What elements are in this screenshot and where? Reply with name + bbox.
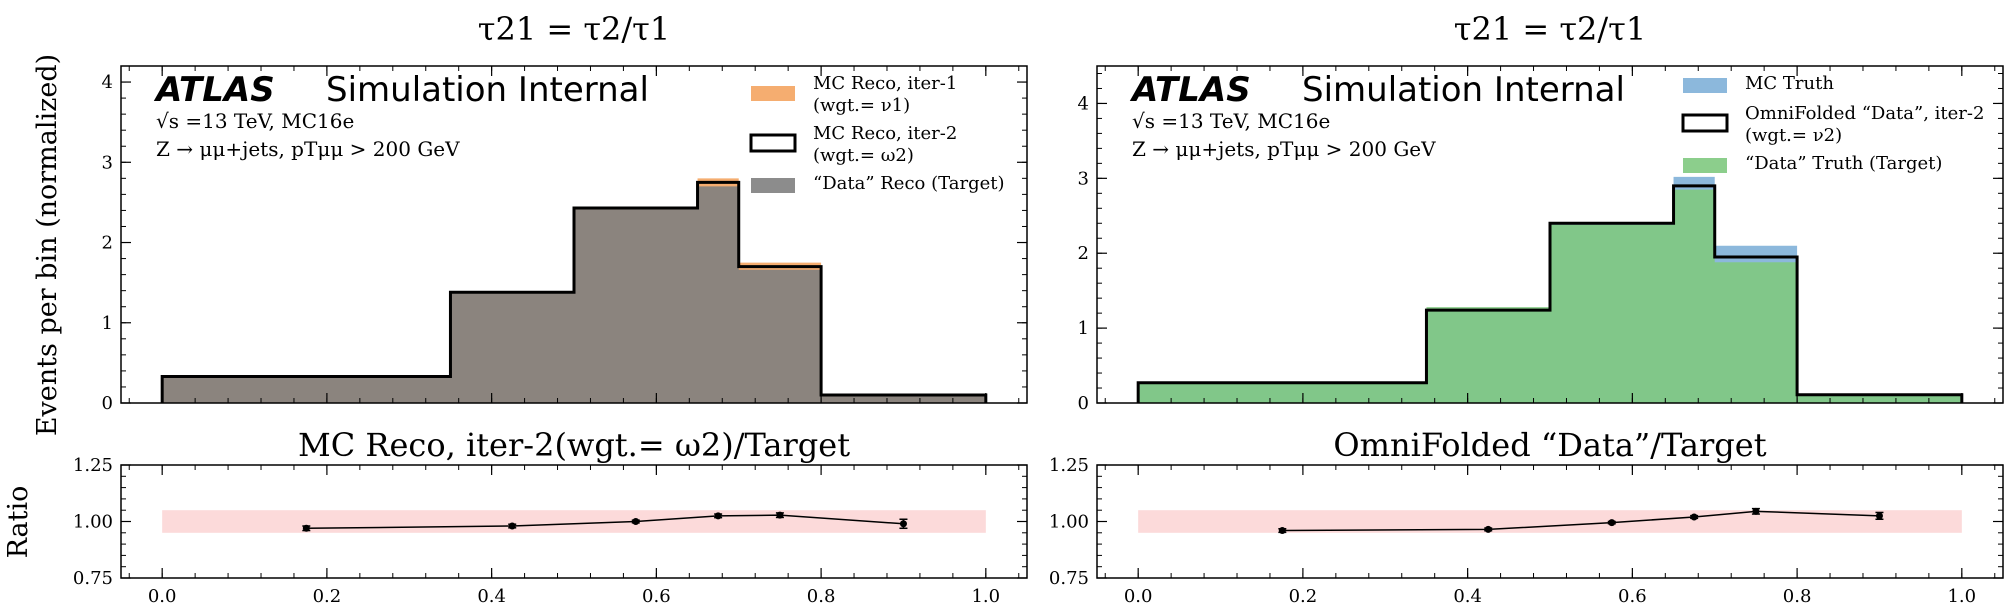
legend-label: MC Reco, iter-2 — [813, 123, 957, 144]
x-tick-label: 1.0 — [1947, 586, 1976, 607]
y-tick-label: 1 — [102, 313, 113, 334]
ratio-point — [776, 511, 784, 519]
legend-swatch — [751, 86, 795, 101]
ratio-point — [508, 522, 516, 530]
ratio-point — [632, 518, 640, 525]
ratio-ylabel: Ratio — [3, 486, 34, 559]
panel-title: OmniFolded “Data”/Target — [1333, 426, 1766, 464]
left-ratio-panel: 0.75 1.00 1.25 0.0 0.2 0.4 0.6 0.8 1.0 MC Reco, i… — [73, 426, 1028, 607]
energy-label: √s =13 TeV, MC16e — [1132, 109, 1330, 133]
y-tick-label: 0.75 — [73, 568, 113, 589]
legend-label: OmniFolded “Data”, iter-2 — [1745, 103, 1984, 124]
x-tick-label: 0.8 — [1783, 586, 1812, 607]
y-tick-label: 1.00 — [73, 512, 113, 533]
ratio-point — [1484, 525, 1492, 533]
x-tick-label: 0.0 — [148, 586, 177, 607]
ratio-line — [306, 514, 904, 530]
ratio-band — [1138, 510, 1962, 533]
panel-title: MC Reco, iter-2(wgt.= ω2)/Target — [298, 426, 850, 464]
legend-label: MC Truth — [1745, 73, 1834, 94]
right-ratio-panel: 0.75 1.00 1.25 0.0 0.2 0.4 0.6 0.8 1.0 OmniFolded… — [1049, 426, 2004, 607]
y-tick-label: 0 — [102, 393, 113, 414]
legend-label-weight: (wgt.= ν1) — [813, 95, 910, 116]
hist-step-1 — [1136, 184, 1964, 403]
ratio-point — [1608, 519, 1616, 527]
ratio-point — [1278, 527, 1286, 535]
x-tick-label: 0.8 — [807, 586, 836, 607]
y-tick-label: 1.25 — [1049, 455, 1089, 476]
x-tick-label: 0.6 — [642, 586, 671, 607]
ratio-line — [1282, 510, 1880, 532]
ratio-point — [1690, 513, 1698, 521]
x-tick-label: 1.0 — [971, 586, 1000, 607]
selection-label: Z → μμ+jets, pTμμ > 200 GeV — [1132, 137, 1436, 161]
axes-frame — [1096, 65, 2004, 404]
right-main-panel: 0 1 2 3 4 τ21 = τ2/τ1 ATLAS Simulation Internal… — [1078, 10, 2004, 414]
y-tick-label: 3 — [102, 152, 113, 173]
legend-label-weight: (wgt.= ω2) — [813, 145, 914, 166]
y-tick-label: 2 — [102, 233, 113, 254]
x-tick-label: 0.6 — [1618, 586, 1647, 607]
ratio-point — [714, 512, 722, 520]
y-tick-label: 4 — [1078, 93, 1089, 114]
main-ylabel: Events per bin (normalized) — [32, 54, 63, 436]
ratio-point — [1875, 512, 1883, 520]
hist-step-1 — [160, 180, 988, 403]
x-tick-label: 0.2 — [1289, 586, 1318, 607]
x-tick-label: 0.4 — [477, 586, 506, 607]
ratio-point — [1752, 507, 1760, 515]
legend-swatch — [751, 178, 795, 193]
legend-swatch — [1681, 113, 1729, 133]
y-tick-label: 2 — [1078, 243, 1089, 264]
atlas-sub-label: Simulation Internal — [326, 70, 649, 110]
y-tick-label: 1.25 — [73, 455, 113, 476]
atlas-label: ATLAS — [1129, 70, 1251, 110]
ratio-point — [899, 520, 907, 528]
legend-label: “Data” Reco (Target) — [813, 173, 1005, 194]
hist-fill-2 — [162, 186, 986, 403]
panel-title: τ21 = τ2/τ1 — [1454, 10, 1646, 48]
atlas-sub-label: Simulation Internal — [1302, 70, 1625, 110]
y-tick-label: 1 — [1078, 318, 1089, 339]
legend-swatch — [1683, 78, 1727, 93]
panel-title: τ21 = τ2/τ1 — [478, 10, 670, 48]
ratio-point — [302, 524, 310, 532]
y-tick-label: 3 — [1078, 168, 1089, 189]
y-tick-label: 1.00 — [1049, 512, 1089, 533]
legend-label-weight: (wgt.= ν2) — [1745, 125, 1842, 146]
atlas-label: ATLAS — [153, 70, 275, 110]
left-main-panel: 0 1 2 3 4 τ21 = τ2/τ1 ATLAS Simulation Internal… — [102, 10, 1028, 414]
y-tick-label: 0 — [1078, 393, 1089, 414]
y-tick-label: 4 — [102, 72, 113, 93]
y-tick-label: 0.75 — [1049, 568, 1089, 589]
selection-label: Z → μμ+jets, pTμμ > 200 GeV — [156, 137, 460, 161]
x-tick-label: 0.0 — [1124, 586, 1153, 607]
legend-swatch — [749, 133, 797, 153]
legend-label: MC Reco, iter-1 — [813, 73, 957, 94]
x-tick-label: 0.4 — [1453, 586, 1482, 607]
x-tick-label: 0.2 — [313, 586, 342, 607]
axes-frame — [120, 65, 1028, 404]
legend-label: “Data” Truth (Target) — [1745, 153, 1942, 174]
energy-label: √s =13 TeV, MC16e — [156, 109, 354, 133]
legend-swatch — [1683, 158, 1727, 173]
